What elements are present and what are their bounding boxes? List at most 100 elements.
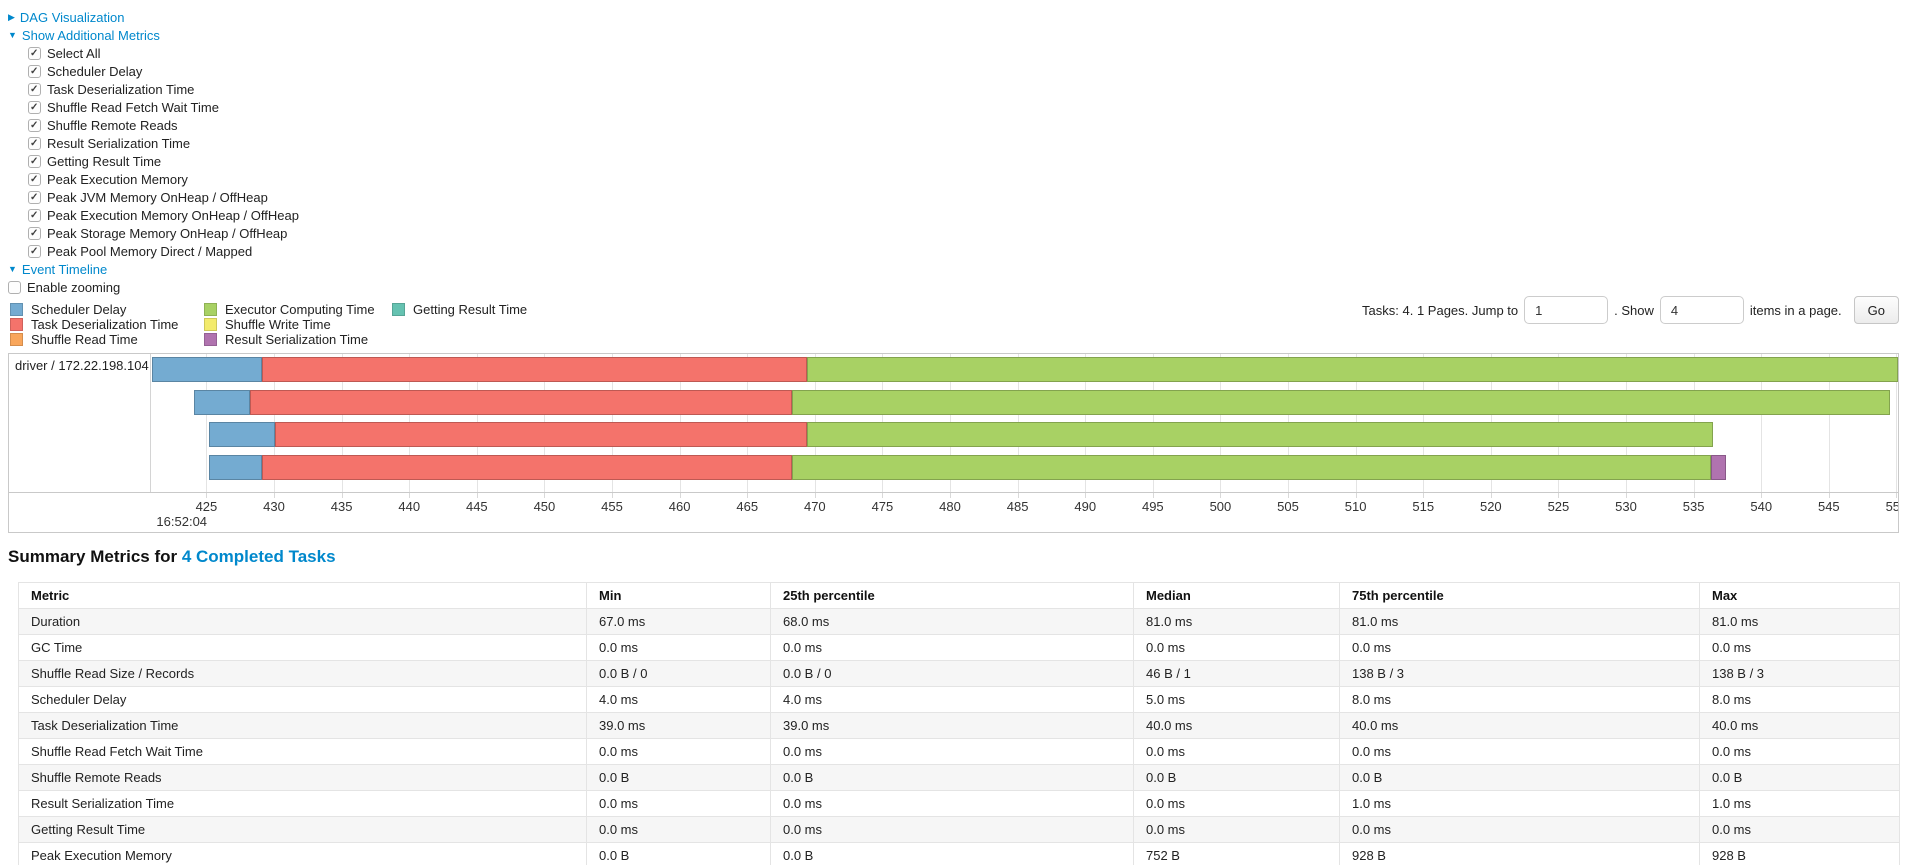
axis-tickmark	[1085, 493, 1087, 498]
metric-value-cell: 138 B / 3	[1699, 660, 1900, 687]
axis-tick-label: 430	[263, 499, 285, 514]
jump-to-page-input[interactable]	[1524, 296, 1609, 324]
axis-tick-label: 505	[1277, 499, 1299, 514]
enable-zooming-checkbox[interactable]	[8, 280, 21, 294]
task-segment-scheduler[interactable]	[209, 422, 276, 448]
metric-value-cell: 0.0 ms	[1699, 816, 1900, 843]
axis-tick-label: 470	[803, 499, 826, 514]
task-segment-compute[interactable]	[806, 422, 1713, 448]
metric-checkbox-peak-execution-memory-onheap-offheap[interactable]	[28, 208, 41, 222]
metric-value-cell: 0.0 B	[586, 842, 771, 865]
metric-checkbox-row: Shuffle Read Fetch Wait Time	[28, 98, 1907, 116]
axis-tick-label: 550	[1885, 499, 1898, 514]
metric-value-cell: 0.0 B / 0	[586, 660, 771, 687]
metric-checkbox-peak-pool-memory-direct-mapped[interactable]	[28, 244, 41, 258]
task-segment-scheduler[interactable]	[152, 357, 262, 382]
metric-checkbox-peak-storage-memory-onheap-offheap[interactable]	[28, 226, 41, 240]
legend-swatch-icon	[10, 318, 23, 331]
metric-checkbox-label: Select All	[47, 45, 101, 61]
axis-tick-label: 485	[1006, 499, 1029, 514]
legend-swatch-icon	[10, 303, 23, 316]
task-segment-deser[interactable]	[249, 389, 792, 415]
metric-checkbox-scheduler-delay[interactable]	[28, 64, 41, 78]
metric-value-cell: 0.0 B	[586, 764, 771, 791]
metric-checkbox-result-serialization-time[interactable]	[28, 136, 41, 150]
legend-item: Task Deserialization Time	[8, 317, 202, 332]
axis-tickmark	[747, 493, 749, 498]
metric-checkbox-row: Result Serialization Time	[28, 134, 1907, 152]
metric-checkbox-row: Shuffle Remote Reads	[28, 116, 1907, 134]
metric-checkbox-shuffle-read-fetch-wait-time[interactable]	[28, 100, 41, 114]
metric-value-cell: 0.0 ms	[1133, 790, 1340, 817]
metric-value-cell: 0.0 B	[770, 842, 1134, 865]
metric-value-cell: 0.0 ms	[1133, 816, 1340, 843]
task-segment-compute[interactable]	[806, 357, 1898, 382]
metric-value-cell: 0.0 ms	[586, 738, 771, 765]
task-bar	[151, 422, 1898, 448]
items-per-page-input[interactable]	[1659, 296, 1744, 324]
metric-name-cell: Shuffle Remote Reads	[18, 764, 587, 791]
metric-value-cell: 928 B	[1339, 842, 1700, 865]
completed-tasks-link[interactable]: 4 Completed Tasks	[181, 547, 336, 566]
metric-value-cell: 1.0 ms	[1339, 790, 1700, 817]
metric-value-cell: 39.0 ms	[770, 712, 1134, 739]
metric-checkbox-label: Result Serialization Time	[47, 135, 191, 151]
task-segment-result_ser[interactable]	[1711, 455, 1727, 481]
legend-swatch-icon	[204, 318, 217, 331]
metric-value-cell: 0.0 B / 0	[770, 660, 1134, 687]
axis-gridline	[206, 354, 208, 492]
legend-label: Scheduler Delay	[31, 302, 127, 317]
metric-checkbox-getting-result-time[interactable]	[28, 154, 41, 168]
task-bar	[151, 389, 1898, 415]
table-row: Result Serialization Time 0.0 ms 0.0 ms 0.0…	[18, 790, 1900, 817]
axis-tickmark	[1693, 493, 1695, 498]
axis-tick-label: 445	[465, 499, 488, 514]
task-segment-deser[interactable]	[261, 357, 807, 382]
task-segment-compute[interactable]	[791, 389, 1890, 415]
executor-label-column: driver / 172.22.198.104	[9, 354, 151, 492]
metric-checkbox-select-all[interactable]	[28, 46, 41, 60]
metric-checkbox-task-deserialization-time[interactable]	[28, 82, 41, 96]
task-segment-deser[interactable]	[261, 455, 792, 481]
metric-value-cell: 68.0 ms	[770, 608, 1134, 635]
timeline-legend: Scheduler Delay Task Deserialization Time…	[8, 302, 527, 347]
axis-tick-label: 440	[398, 499, 421, 514]
dag-visualization-toggle[interactable]: ▶ DAG Visualization	[8, 8, 124, 26]
metric-value-cell: 40.0 ms	[1699, 712, 1900, 739]
pagination-summary-text: Tasks: 4. 1 Pages. Jump to	[1362, 302, 1519, 318]
legend-column: Getting Result Time	[390, 302, 527, 347]
axis-tickmark	[1558, 493, 1560, 498]
table-header-cell: Max	[1699, 582, 1900, 609]
axis-tick-label: 450	[533, 499, 556, 514]
metric-name-cell: Shuffle Read Fetch Wait Time	[18, 738, 587, 765]
table-header-row: Metric Min 25th percentile Median 75th perce…	[18, 582, 1900, 609]
summary-metrics-heading: Summary Metrics for 4 Completed Tasks	[8, 547, 1907, 567]
table-row: Duration 67.0 ms 68.0 ms 81.0 ms 81.0 ms 81.0…	[18, 608, 1900, 635]
event-timeline-toggle[interactable]: ▼ Event Timeline	[8, 260, 107, 278]
axis-tick-label: 480	[939, 499, 961, 514]
go-button[interactable]: Go	[1853, 296, 1899, 324]
event-timeline-label: Event Timeline	[21, 261, 108, 277]
metric-value-cell: 67.0 ms	[586, 608, 771, 635]
event-timeline-chart: driver / 172.22.198.104 425 430 435 440 445 4…	[8, 353, 1899, 533]
table-row: Shuffle Remote Reads 0.0 B 0.0 B 0.0 B 0.0 B…	[18, 764, 1900, 791]
metric-value-cell: 0.0 ms	[586, 790, 771, 817]
axis-tickmark	[814, 493, 816, 498]
task-segment-scheduler[interactable]	[209, 455, 262, 481]
task-segment-deser[interactable]	[275, 422, 807, 448]
metric-checkbox-peak-execution-memory[interactable]	[28, 172, 41, 186]
task-segment-scheduler[interactable]	[194, 389, 250, 415]
legend-column: Scheduler Delay Task Deserialization Time…	[8, 302, 202, 347]
axis-tick-label: 465	[736, 499, 759, 514]
legend-swatch-icon	[392, 303, 405, 316]
task-segment-compute[interactable]	[791, 455, 1712, 481]
additional-metrics-checkbox-list: Select All Scheduler Delay Task Deserializ…	[8, 44, 1907, 260]
metric-checkbox-shuffle-remote-reads[interactable]	[28, 118, 41, 132]
metric-value-cell: 0.0 B	[1133, 764, 1340, 791]
metric-checkbox-row: Peak Execution Memory	[28, 170, 1907, 188]
pagination-suffix-text: items in a page.	[1749, 302, 1842, 318]
expanded-arrow-icon: ▼	[8, 29, 17, 40]
show-additional-metrics-toggle[interactable]: ▼ Show Additional Metrics	[8, 26, 160, 44]
metric-checkbox-peak-jvm-memory-onheap-offheap[interactable]	[28, 190, 41, 204]
legend-label: Task Deserialization Time	[31, 317, 179, 332]
